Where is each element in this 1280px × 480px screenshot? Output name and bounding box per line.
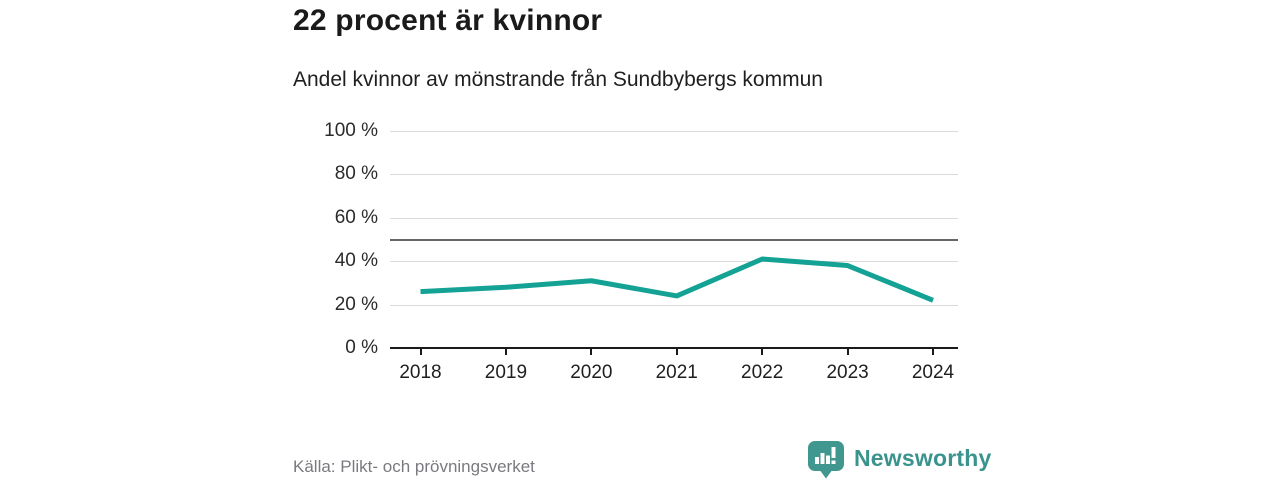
- newsworthy-logo: Newsworthy: [808, 441, 991, 479]
- y-axis-tick-label: 60 %: [334, 206, 378, 228]
- gridline-20: [390, 304, 958, 306]
- y-axis-tick-label: 0 %: [345, 337, 378, 358]
- x-axis-tick-label: 2022: [741, 362, 784, 383]
- x-axis-line: [390, 347, 958, 349]
- y-axis-tick-label: 100 %: [324, 120, 378, 141]
- x-axis-tick: [846, 348, 849, 355]
- y-axis-tick-label: 80 %: [334, 163, 378, 185]
- series-line: [420, 256, 934, 303]
- gridline-100: [390, 131, 958, 132]
- gridline-60: [390, 217, 958, 219]
- brand-wordmark: Newsworthy: [854, 444, 992, 471]
- x-axis-tick-label: 2021: [655, 362, 698, 383]
- y-axis-tick-label: 40 %: [334, 250, 378, 272]
- source-caption: Källa: Plikt- och prövningsverket: [293, 457, 535, 476]
- x-axis-tick: [419, 348, 422, 355]
- plot-area: [390, 131, 958, 355]
- x-axis-tick-label: 2024: [911, 362, 955, 383]
- x-axis-tick: [675, 348, 678, 355]
- x-axis-tick: [590, 348, 593, 355]
- newsworthy-speech-bubble-bar-chart-icon: [808, 441, 844, 479]
- x-axis-tick-label: 2023: [826, 362, 869, 383]
- gridline-40: [390, 261, 958, 263]
- x-axis-tick-label: 2020: [570, 362, 613, 383]
- x-axis-tick: [932, 348, 934, 355]
- y-axis-tick-label: 20 %: [334, 293, 378, 315]
- x-axis-tick-label: 2019: [484, 362, 528, 383]
- chart-subtitle: Andel kvinnor av mönstrande från Sundbyb…: [293, 68, 823, 91]
- chart-title: 22 procent är kvinnor: [293, 4, 603, 37]
- data-line-svg: [420, 256, 934, 303]
- x-axis-tick: [504, 348, 507, 355]
- gridline-80: [390, 174, 958, 176]
- x-axis-tick-label: 2018: [399, 362, 442, 383]
- x-axis-tick: [761, 348, 764, 355]
- reference-line-50: [390, 238, 958, 241]
